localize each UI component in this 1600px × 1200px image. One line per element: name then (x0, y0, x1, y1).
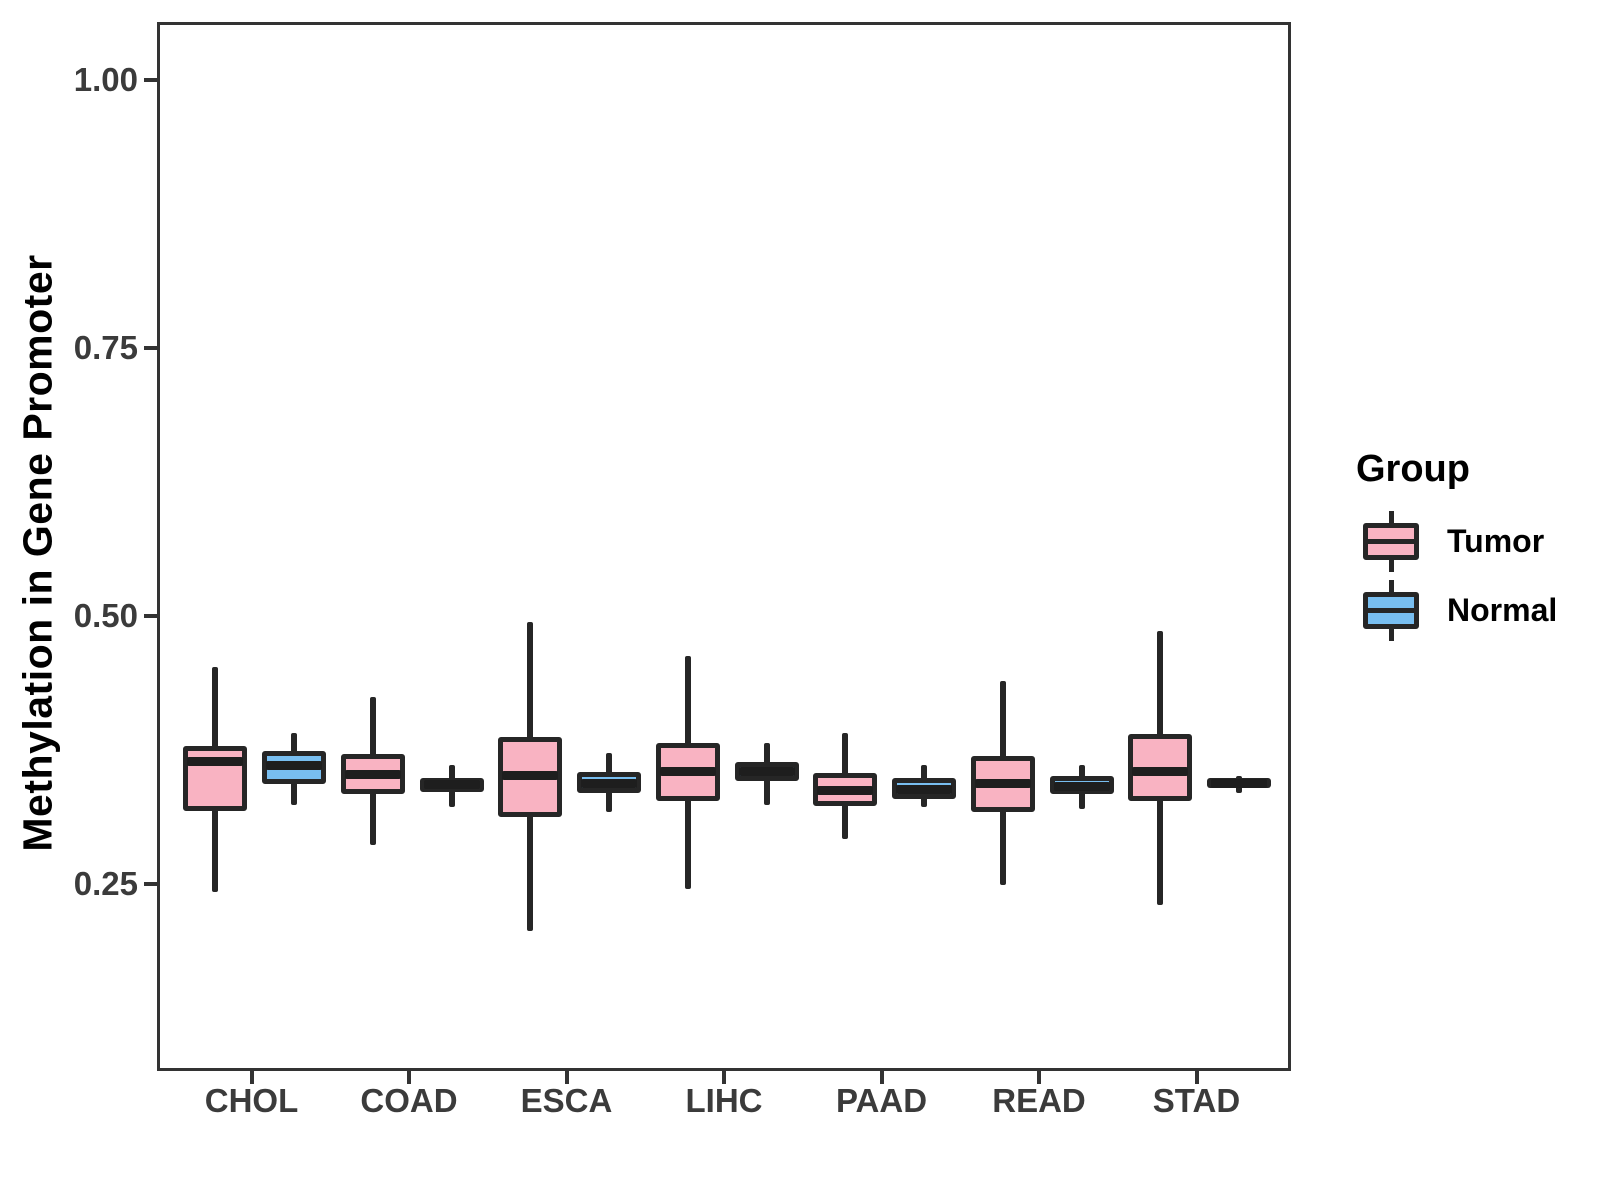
y-tick-label: 1.00 (73, 61, 138, 99)
legend-key-normal (1363, 580, 1419, 641)
x-tick-label-read: READ (992, 1082, 1086, 1119)
x-tick-label-coad: COAD (360, 1082, 458, 1119)
y-tick-mark (144, 346, 157, 351)
median-tumor-read (974, 778, 1031, 788)
x-tick-mark (249, 1071, 254, 1084)
legend-key-median (1366, 539, 1416, 544)
median-normal-read (1053, 781, 1110, 791)
median-tumor-esca (502, 771, 558, 781)
x-tick-mark (879, 1071, 884, 1084)
legend-key-whisker-top (1389, 580, 1394, 593)
x-tick-label-esca: ESCA (520, 1082, 613, 1119)
median-normal-esca (581, 778, 637, 788)
median-tumor-paad (817, 786, 873, 796)
y-tick-mark (144, 614, 157, 619)
legend-key-whisker-bottom (1389, 628, 1394, 641)
legend-key-whisker-bottom (1389, 559, 1394, 572)
legend-label-tumor: Tumor (1447, 523, 1545, 559)
x-tick-label-lihc: LIHC (685, 1082, 763, 1119)
legend-key-median (1366, 608, 1416, 613)
legend-key-whisker-top (1389, 511, 1394, 524)
y-tick-mark (144, 78, 157, 83)
median-normal-coad (423, 779, 480, 789)
median-normal-chol (266, 761, 322, 771)
median-tumor-coad (344, 770, 401, 779)
x-tick-label-stad: STAD (1152, 1082, 1241, 1119)
median-normal-paad (896, 785, 952, 795)
x-tick-label-chol: CHOL (204, 1082, 299, 1119)
box-tumor-chol (183, 745, 247, 811)
y-tick-label: 0.50 (73, 597, 138, 635)
x-tick-mark (722, 1071, 726, 1084)
median-normal-lihc (738, 766, 795, 776)
y-tick-label: 0.25 (73, 865, 138, 903)
legend-label-normal: Normal (1447, 592, 1558, 628)
median-tumor-chol (187, 757, 243, 767)
median-normal-stad (1211, 778, 1267, 788)
legend-title: Group (1356, 448, 1470, 490)
x-tick-mark (1037, 1071, 1041, 1084)
y-tick-mark (144, 882, 157, 887)
x-tick-mark (564, 1071, 569, 1084)
y-tick-label: 0.75 (73, 329, 138, 367)
plot-panel (157, 22, 1291, 1071)
x-tick-mark (407, 1071, 411, 1084)
median-tumor-stad (1132, 766, 1188, 776)
x-tick-label-paad: PAAD (835, 1082, 928, 1119)
x-tick-mark (1194, 1071, 1199, 1084)
median-tumor-lihc (659, 766, 716, 776)
legend-key-tumor (1363, 511, 1419, 572)
